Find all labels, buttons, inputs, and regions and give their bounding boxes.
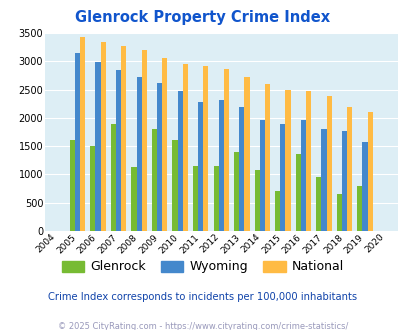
Bar <box>70 141 75 231</box>
Bar <box>182 64 188 231</box>
Bar <box>295 154 300 231</box>
Bar <box>90 146 95 231</box>
Bar <box>203 66 208 231</box>
Bar <box>259 120 264 231</box>
Bar <box>141 50 147 231</box>
Text: Glenrock Property Crime Index: Glenrock Property Crime Index <box>75 10 330 25</box>
Bar <box>95 62 100 231</box>
Bar <box>172 141 177 231</box>
Bar <box>157 83 162 231</box>
Bar <box>121 46 126 231</box>
Bar <box>100 42 105 231</box>
Bar <box>213 166 218 231</box>
Legend: Glenrock, Wyoming, National: Glenrock, Wyoming, National <box>56 255 349 279</box>
Bar <box>244 77 249 231</box>
Bar <box>341 131 346 231</box>
Text: Crime Index corresponds to incidents per 100,000 inhabitants: Crime Index corresponds to incidents per… <box>48 292 357 302</box>
Bar <box>239 107 244 231</box>
Bar <box>326 96 331 231</box>
Bar <box>151 129 157 231</box>
Bar <box>234 152 239 231</box>
Bar <box>116 70 121 231</box>
Bar <box>264 84 269 231</box>
Bar <box>136 77 141 231</box>
Bar <box>223 69 228 231</box>
Bar <box>367 112 372 231</box>
Bar <box>285 90 290 231</box>
Bar <box>254 171 259 231</box>
Bar <box>275 191 279 231</box>
Text: © 2025 CityRating.com - https://www.cityrating.com/crime-statistics/: © 2025 CityRating.com - https://www.city… <box>58 322 347 330</box>
Bar <box>192 166 198 231</box>
Bar <box>111 123 116 231</box>
Bar <box>356 186 362 231</box>
Bar <box>162 58 167 231</box>
Bar <box>315 177 321 231</box>
Bar <box>177 91 182 231</box>
Bar <box>362 142 367 231</box>
Bar <box>198 102 203 231</box>
Bar <box>131 167 136 231</box>
Bar <box>305 91 310 231</box>
Bar <box>75 53 80 231</box>
Bar <box>300 120 305 231</box>
Bar <box>336 194 341 231</box>
Bar <box>279 123 285 231</box>
Bar <box>346 107 351 231</box>
Bar <box>321 129 326 231</box>
Bar <box>80 37 85 231</box>
Bar <box>218 100 223 231</box>
